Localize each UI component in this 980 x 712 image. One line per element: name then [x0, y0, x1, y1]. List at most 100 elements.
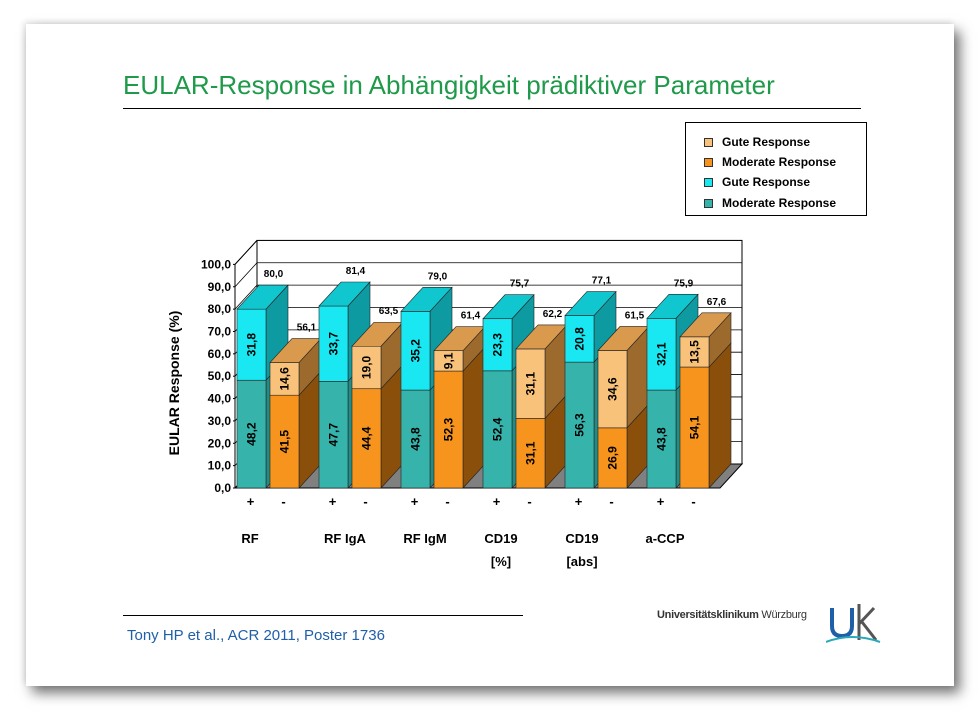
category-label: RF [241, 531, 258, 546]
category-sublabel: [%] [491, 554, 511, 569]
bar-moderate-value-label: 41,5 [278, 430, 292, 454]
bar-total-label: 80,0 [264, 269, 284, 280]
bar-total-label: 75,9 [674, 278, 694, 289]
bar-good-top [482, 294, 535, 320]
y-tick-label: 0,0 [214, 481, 231, 495]
bar-moderate-side [462, 346, 486, 489]
category-sublabel: [abs] [566, 554, 597, 569]
bar-good-value-label: 9,1 [442, 352, 456, 369]
bar-moderate-front [564, 361, 595, 489]
bar-moderate-value-label: 52,3 [442, 418, 456, 442]
category-label: CD19 [565, 531, 598, 546]
bar-total-label: 62,2 [543, 309, 563, 320]
bar-moderate-value-label: 31,1 [524, 441, 538, 465]
category-label: RF IgM [403, 531, 446, 546]
institution-name: Universitätsklinikum Würzburg [657, 609, 807, 621]
slide-title: EULAR-Response in Abhängigkeit prädiktiv… [123, 70, 775, 100]
bar-good-value-label: 34,6 [606, 377, 620, 401]
y-tick-label: 50,0 [208, 369, 232, 383]
bar-total-label: 79,0 [428, 271, 448, 282]
bar-good-front [318, 305, 349, 382]
bar-moderate-value-label: 48,2 [245, 422, 259, 446]
bar-good-front [515, 348, 546, 419]
bar-sign-label: + [411, 494, 419, 509]
bar-moderate-front [646, 389, 677, 489]
bar-good-front [400, 311, 431, 391]
bar-good-value-label: 33,7 [327, 332, 341, 356]
bar-good-value-label: 32,1 [655, 342, 669, 366]
bar-good-value-label: 31,8 [245, 333, 259, 357]
y-tick-label: 80,0 [208, 302, 232, 316]
bar-good-value-label: 14,6 [278, 367, 292, 391]
y-tick-label: 40,0 [208, 392, 232, 406]
category-label: a-CCP [645, 531, 684, 546]
bar-good-top [318, 281, 371, 307]
gridline-side [234, 262, 258, 288]
bar-moderate-front [597, 427, 628, 489]
bar-good-top [646, 293, 699, 319]
bar-good-front [564, 315, 595, 363]
bar-good-front [679, 336, 710, 368]
bar-moderate-front [351, 388, 382, 489]
bar-good-top [400, 287, 453, 312]
bar-total-label: 61,5 [625, 310, 645, 321]
bar-moderate-value-label: 26,9 [606, 446, 620, 470]
y-tick-label: 10,0 [208, 459, 232, 473]
title-divider [123, 108, 861, 109]
citation: Tony HP et al., ACR 2011, Poster 1736 [127, 627, 385, 644]
legend-swatch [704, 177, 713, 187]
bar-total-label: 63,5 [379, 306, 399, 317]
bar-sign-label: - [527, 494, 531, 509]
bar-good-value-label: 13,5 [688, 340, 702, 364]
bar-sign-label: + [247, 494, 255, 509]
bar-sign-label: - [281, 494, 285, 509]
bar-sign-label: - [691, 494, 695, 509]
institution-name-city: Würzburg [761, 609, 807, 621]
category-label: CD19 [484, 531, 517, 546]
bar-moderate-value-label: 54,1 [688, 416, 702, 440]
y-tick-label: 20,0 [208, 436, 232, 450]
bar-moderate-front [236, 379, 267, 489]
bar-sign-label: + [493, 494, 501, 509]
legend-item-good-orange: Gute Response [704, 134, 810, 150]
bar-total-label: 77,1 [592, 276, 612, 287]
bar-moderate-value-label: 43,8 [409, 427, 423, 451]
y-axis-title: EULAR Response (%) [166, 311, 182, 456]
bar-good-value-label: 35,2 [409, 339, 423, 363]
y-tick-label: 70,0 [208, 324, 232, 338]
bar-moderate-value-label: 47,7 [327, 423, 341, 447]
bar-total-label: 61,4 [461, 311, 481, 322]
legend-item-moderate-teal: Moderate Response [704, 195, 836, 211]
legend-label: Moderate Response [722, 196, 837, 210]
bar-good-value-label: 23,3 [491, 333, 505, 357]
chart-legend: Gute Response Moderate Response Gute Res… [685, 122, 867, 216]
bar-moderate-value-label: 52,4 [491, 417, 505, 441]
bar-total-label: 67,6 [707, 297, 727, 308]
y-tick-label: 100,0 [201, 257, 231, 271]
bar-sign-label: + [575, 494, 583, 509]
side-wall-top-edge [234, 240, 258, 265]
bar-moderate-front [400, 389, 431, 489]
legend-item-good-cyan: Gute Response [704, 174, 810, 190]
bar-moderate-front [679, 366, 710, 489]
bar-good-value-label: 20,8 [573, 327, 587, 351]
bar-good-front [597, 350, 628, 429]
bar-moderate-front [482, 370, 513, 489]
bar-good-front [482, 318, 513, 372]
uk-logo-icon [826, 604, 881, 643]
bar-sign-label: - [445, 494, 449, 509]
bar-good-value-label: 31,1 [524, 372, 538, 396]
bar-moderate-front [433, 370, 464, 489]
bar-moderate-front [515, 418, 546, 489]
y-tick-label: 30,0 [208, 414, 232, 428]
bar-total-label: 75,7 [510, 279, 530, 290]
bar-good-top [679, 312, 732, 338]
bar-moderate-side [708, 342, 732, 489]
footer-divider [123, 615, 523, 616]
legend-item-moderate-orange: Moderate Response [704, 154, 836, 170]
legend-swatch [704, 137, 713, 147]
gridline-side [234, 284, 258, 310]
bar-good-top [236, 284, 289, 310]
bar-moderate-value-label: 56,3 [573, 413, 587, 437]
